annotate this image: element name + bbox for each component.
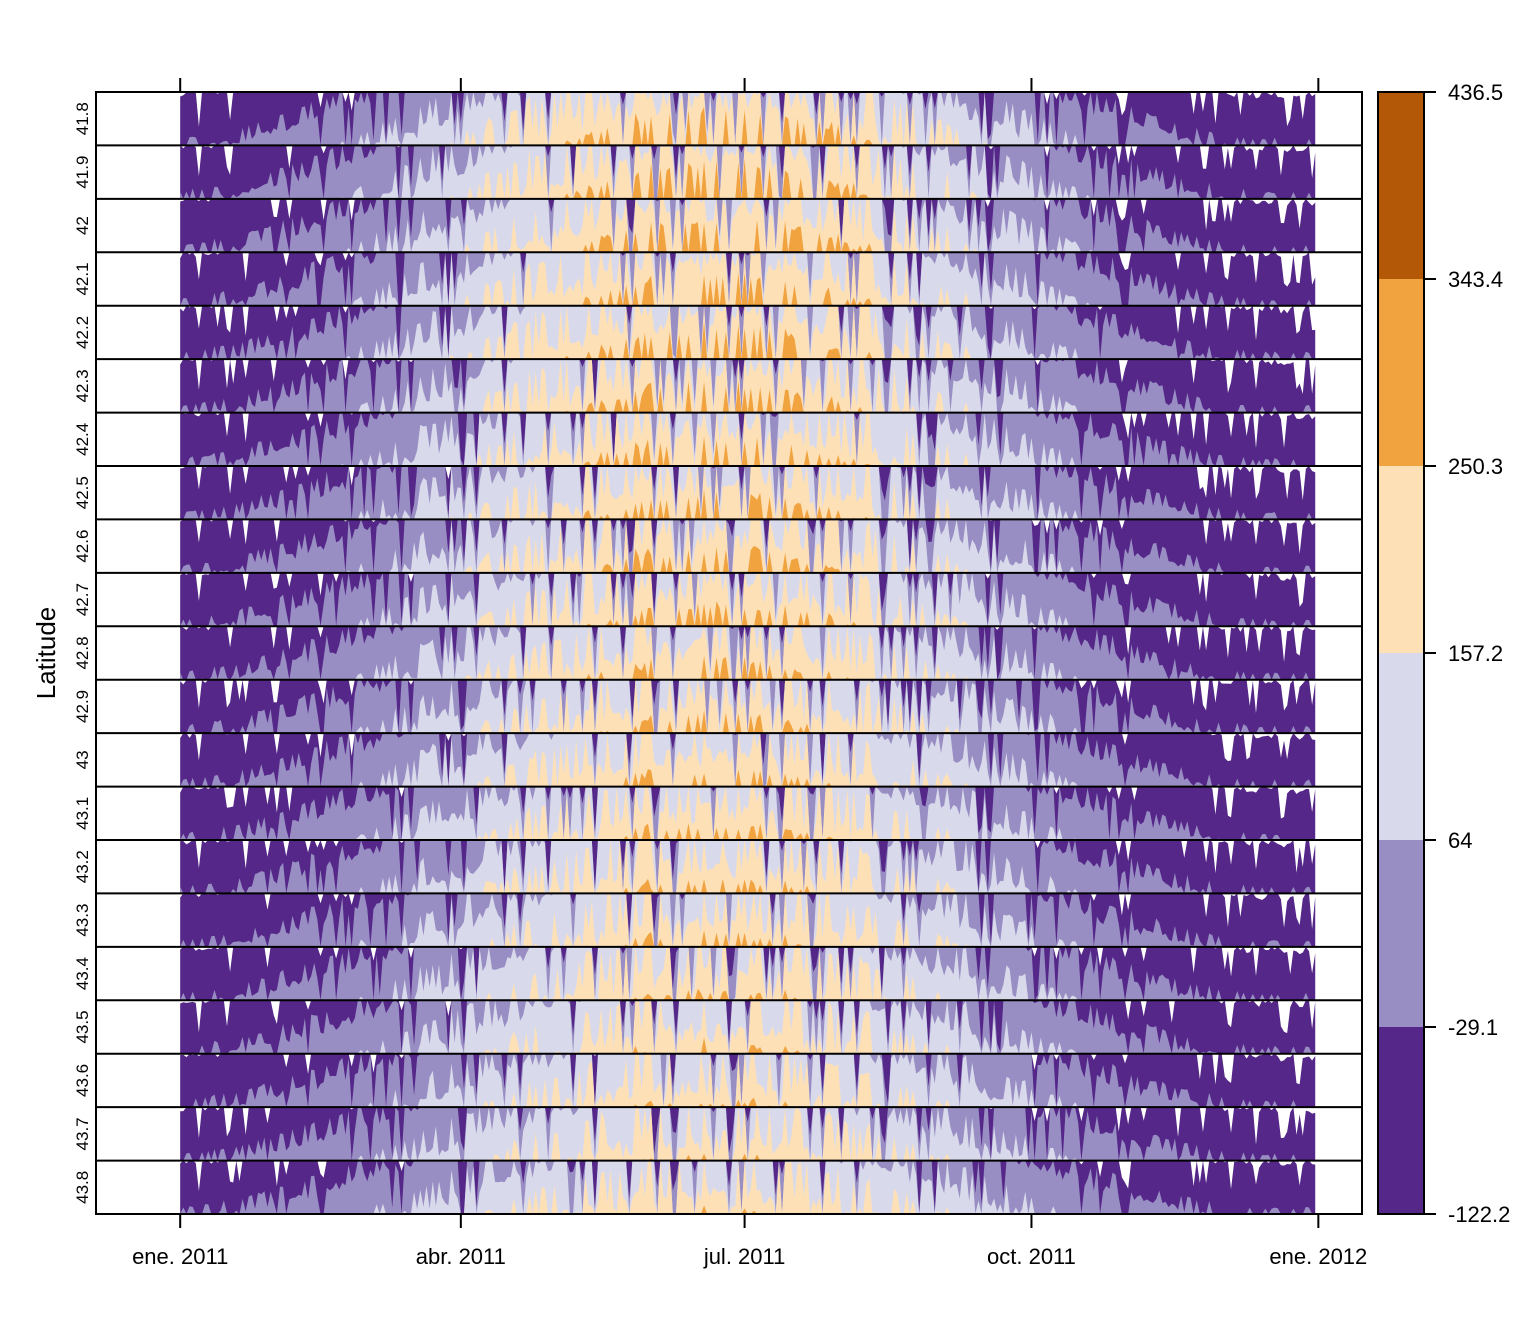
latitude-panel-41-8 [180, 92, 1316, 146]
horizon-band-4 [180, 786, 1316, 840]
colorkey-swatch [1378, 840, 1424, 1027]
horizon-band-4 [180, 840, 1316, 894]
latitude-panel-42-1 [180, 252, 1316, 306]
colorkey-label: -29.1 [1448, 1015, 1498, 1040]
horizon-band-4 [180, 1160, 1316, 1214]
colorkey-swatch [1378, 1027, 1424, 1214]
latitude-panel-43-4 [180, 946, 1316, 1001]
panel-label: 42.2 [73, 316, 92, 349]
horizon-band-3 [180, 1160, 1316, 1214]
latitude-panel-42-8 [180, 626, 1316, 680]
latitude-panel-43-2 [180, 840, 1316, 894]
colorkey-swatch [1378, 92, 1424, 279]
panel-label: 42.8 [73, 636, 92, 669]
x-tick-label: abr. 2011 [416, 1244, 506, 1269]
panel-label: 42.5 [73, 476, 92, 509]
colorkey-legend: -122.2 -29.1 64 157.2 250.3 343.4 436.5 [1377, 80, 1510, 1227]
latitude-panel-42-9 [180, 679, 1316, 734]
horizon-band-3 [180, 252, 1316, 306]
colorkey-label: 250.3 [1448, 454, 1503, 479]
axis-layer: ene. 2011 abr. 2011 jul. 2011 oct. 2011 ene.… [132, 78, 1367, 1269]
horizon-band-3 [180, 893, 1316, 947]
latitude-panel-41-9 [180, 145, 1316, 199]
horizon-band-4 [180, 572, 1316, 627]
x-tick-label: jul. 2011 [703, 1244, 786, 1269]
panel-label: 43.4 [73, 957, 92, 990]
panel-label: 42.1 [73, 262, 92, 295]
latitude-panel-43-1 [180, 786, 1316, 840]
horizon-band-3 [180, 466, 1316, 520]
horizon-band-4 [180, 359, 1316, 413]
x-tick-label: ene. 2011 [132, 1244, 228, 1269]
latitude-panel-42-6 [180, 519, 1316, 573]
horizon-band-4 [180, 198, 1316, 253]
horizon-band-4 [180, 519, 1316, 573]
x-tick-label: ene. 2012 [1269, 1244, 1367, 1269]
panel-label: 43.5 [73, 1010, 92, 1043]
panel-label: 43.6 [73, 1064, 92, 1097]
horizon-band-2 [180, 1107, 1316, 1161]
latitude-panel-42-4 [180, 412, 1316, 466]
latitude-panel-43-3 [180, 893, 1316, 947]
latitude-panel-43-7 [180, 1107, 1316, 1161]
panel-label: 42.7 [73, 583, 92, 616]
plot-frame [95, 91, 1363, 1215]
panel-label: 43.8 [73, 1171, 92, 1204]
panel-label: 42.3 [73, 369, 92, 402]
panel-label: 43.7 [73, 1117, 92, 1150]
latitude-panel-42-2 [180, 305, 1316, 360]
latitude-panel-43 [180, 733, 1316, 787]
latitude-panel-43-8 [180, 1160, 1316, 1214]
colorkey-label: 64 [1448, 828, 1472, 853]
panel-label: 41.9 [73, 156, 92, 189]
panels-layer [180, 92, 1316, 1214]
latitude-panel-43-6 [180, 1053, 1316, 1108]
horizon-band-3 [180, 1053, 1316, 1108]
horizon-band-3 [180, 626, 1316, 680]
colorkey-label: -122.2 [1448, 1202, 1510, 1227]
panel-label: 42 [73, 216, 92, 235]
frame-layer: 41.8 41.9 42 42.1 42.2 42.3 42.4 42.5 42.6 42.7 42… [73, 91, 1363, 1215]
latitude-panel-42-3 [180, 359, 1316, 413]
latitude-panel-43-5 [180, 1000, 1316, 1054]
panel-label: 42.4 [73, 423, 92, 456]
horizon-band-4 [180, 893, 1316, 947]
panel-label: 42.9 [73, 690, 92, 723]
colorkey-swatch [1378, 279, 1424, 466]
horizon-band-4 [180, 733, 1316, 787]
horizon-band-4 [180, 145, 1316, 199]
panel-label: 43 [73, 750, 92, 769]
horizon-band-4 [180, 1053, 1316, 1108]
panel-label: 41.8 [73, 102, 92, 135]
panel-label: 43.1 [73, 797, 92, 830]
latitude-panel-42-7 [180, 572, 1316, 627]
x-tick-label: oct. 2011 [987, 1244, 1076, 1269]
horizon-band-3 [180, 1000, 1316, 1054]
horizon-band-3 [180, 946, 1316, 1001]
colorkey-label: 343.4 [1448, 267, 1503, 292]
panel-label: 43.3 [73, 904, 92, 937]
colorkey-label: 157.2 [1448, 641, 1503, 666]
latitude-panel-42 [180, 198, 1316, 253]
y-axis-title: Latitude [31, 607, 61, 700]
latitude-panel-42-5 [180, 466, 1316, 520]
horizon-band-4 [180, 305, 1316, 360]
horizon-band-4 [180, 412, 1316, 466]
horizon-band-4 [180, 92, 1316, 146]
colorkey-swatch [1378, 653, 1424, 840]
horizon-band-3 [180, 679, 1316, 734]
horizon-band-4 [180, 946, 1316, 1001]
colorkey-label: 436.5 [1448, 80, 1503, 105]
panel-label: 42.6 [73, 530, 92, 563]
panel-label: 43.2 [73, 850, 92, 883]
colorkey-swatch [1378, 466, 1424, 653]
